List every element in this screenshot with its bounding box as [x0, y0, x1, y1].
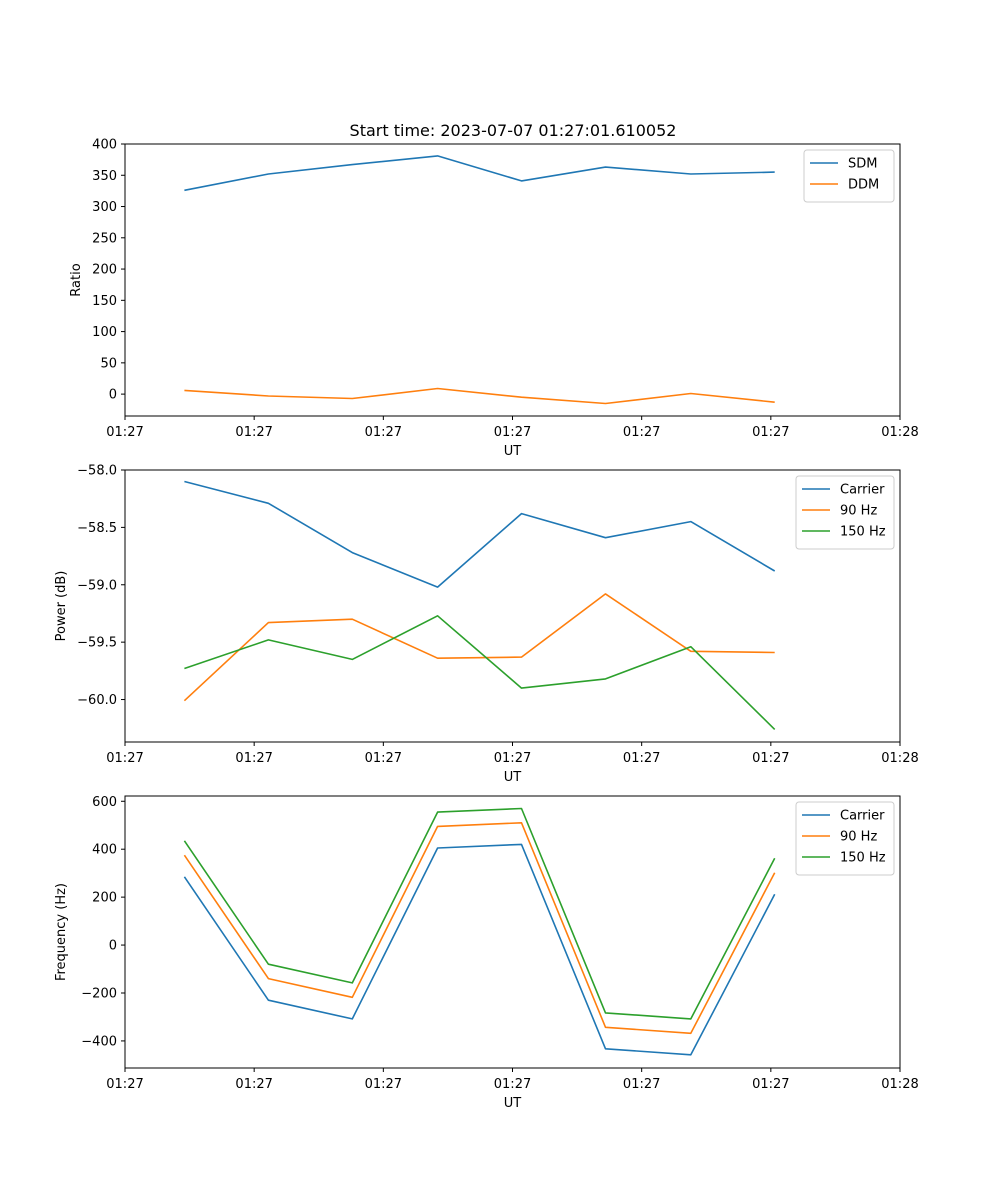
- x-tick-label: 01:28: [881, 425, 918, 440]
- figure-title: Start time: 2023-07-07 01:27:01.610052: [350, 121, 677, 140]
- legend-label: 150 Hz: [840, 525, 886, 540]
- y-axis-label: Ratio: [69, 263, 84, 296]
- frequency-panel: 01:27 01:27 01:27 01:27 01:27 01:27 01:28 −400 −…: [54, 795, 919, 1111]
- x-tick-label: 01:27: [365, 425, 402, 440]
- legend-label: SDM: [848, 157, 877, 172]
- y-tick-label: −59.5: [77, 636, 117, 651]
- series-line-90-hz: [183, 593, 775, 702]
- x-tick-label: 01:28: [881, 751, 918, 766]
- x-tick-label: 01:27: [494, 751, 531, 766]
- y-tick-label: −60.0: [77, 693, 117, 708]
- y-tick-label: 250: [92, 231, 117, 246]
- series-line-ddm: [184, 387, 775, 405]
- x-tick-label: 01:28: [881, 1077, 918, 1092]
- y-tick-label: 300: [92, 200, 117, 215]
- y-tick-label: −58.0: [77, 464, 117, 479]
- y-tick-label: −59.0: [77, 578, 117, 593]
- y-tick-label: 150: [92, 294, 117, 309]
- y-tick-label: −400: [81, 1034, 117, 1049]
- y-tick-label: 200: [92, 891, 117, 906]
- x-tick-label: 01:27: [106, 1077, 143, 1092]
- x-tick-label: 01:27: [235, 751, 272, 766]
- y-tick-label: 350: [92, 169, 117, 184]
- x-tick-label: 01:27: [235, 1077, 272, 1092]
- y-axis-label: Frequency (Hz): [54, 883, 69, 981]
- x-tick-label: 01:27: [623, 1077, 660, 1092]
- y-tick-label: 0: [109, 939, 117, 954]
- x-tick-label: 01:27: [752, 751, 789, 766]
- y-tick-label: 200: [92, 263, 117, 278]
- legend-label: 90 Hz: [840, 830, 877, 845]
- x-axis-label: UT: [504, 444, 522, 459]
- x-tick-label: 01:27: [494, 1077, 531, 1092]
- y-axis-label: Power (dB): [54, 571, 69, 642]
- y-tick-label: 0: [109, 388, 117, 403]
- series-line-150-hz: [184, 614, 776, 730]
- series-line-carrier: [184, 480, 776, 588]
- legend-label: Carrier: [840, 809, 885, 824]
- x-tick-label: 01:27: [235, 425, 272, 440]
- x-tick-label: 01:27: [623, 425, 660, 440]
- y-tick-label: −58.5: [77, 521, 117, 536]
- series-line-90-hz: [183, 821, 776, 1035]
- series-line-carrier: [183, 843, 776, 1056]
- x-tick-label: 01:27: [494, 425, 531, 440]
- x-tick-label: 01:27: [752, 1077, 789, 1092]
- x-tick-label: 01:27: [106, 425, 143, 440]
- legend-label: DDM: [848, 178, 879, 193]
- power-panel: 01:27 01:27 01:27 01:27 01:27 01:27 01:28 −60.0…: [54, 464, 919, 786]
- series-line-sdm: [184, 155, 775, 192]
- x-tick-label: 01:27: [106, 751, 143, 766]
- y-tick-label: 400: [92, 843, 117, 858]
- legend-label: Carrier: [840, 483, 885, 498]
- y-tick-label: 400: [92, 138, 117, 153]
- x-axis-label: UT: [504, 1096, 522, 1111]
- series-line-150-hz: [183, 807, 776, 1020]
- x-tick-label: 01:27: [752, 425, 789, 440]
- x-tick-label: 01:27: [365, 751, 402, 766]
- y-tick-label: −200: [81, 986, 117, 1001]
- x-tick-label: 01:27: [365, 1077, 402, 1092]
- ratio-panel: 01:27 01:27 01:27 01:27 01:27 01:27 01:28 0 50 10…: [69, 138, 919, 460]
- y-tick-label: 100: [92, 325, 117, 340]
- legend-label: 90 Hz: [840, 504, 877, 519]
- x-axis-label: UT: [504, 770, 522, 785]
- legend-label: 150 Hz: [840, 851, 886, 866]
- x-tick-label: 01:27: [623, 751, 660, 766]
- y-tick-label: 50: [100, 356, 117, 371]
- y-tick-label: 600: [92, 795, 117, 810]
